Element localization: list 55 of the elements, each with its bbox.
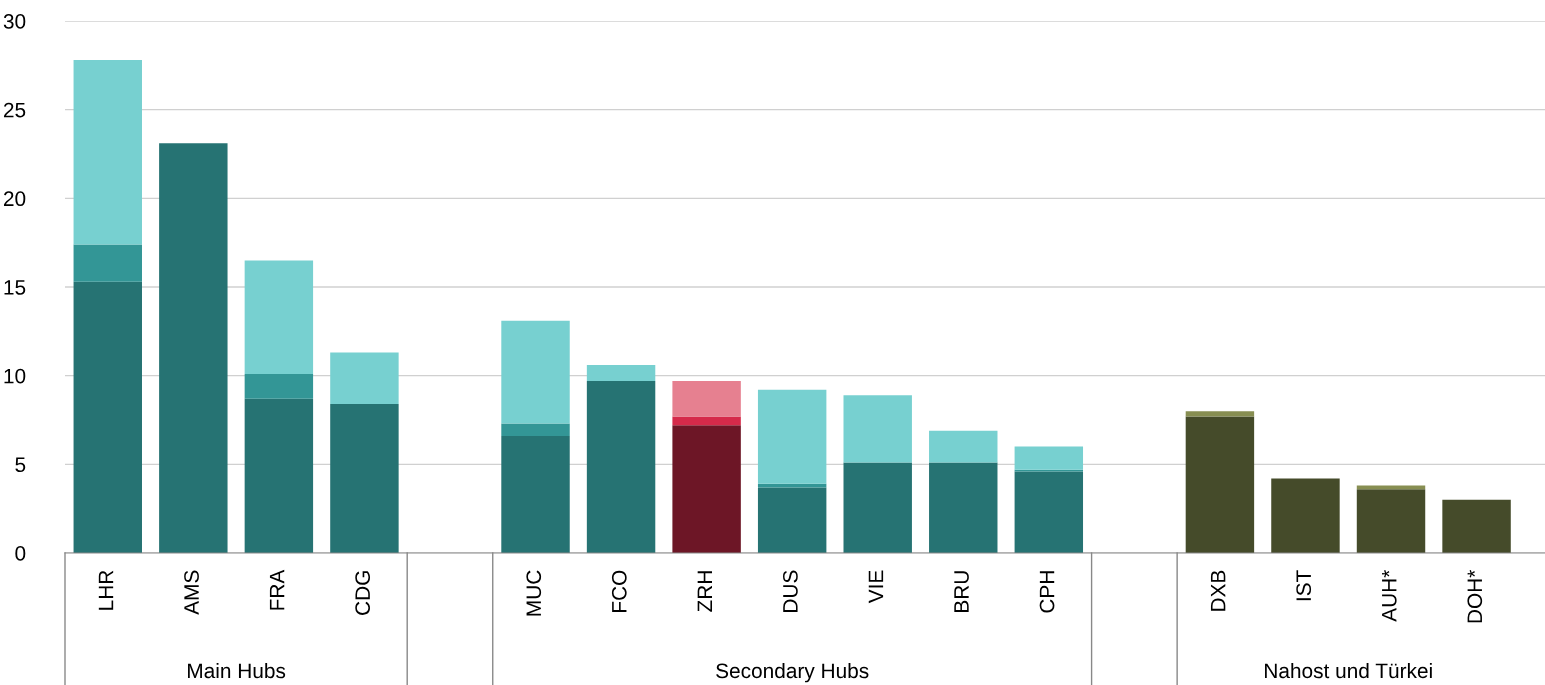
x-tick-label: VIE	[868, 570, 884, 604]
x-tick-label: AMS	[184, 570, 199, 615]
x-tick-label: CPH	[1039, 571, 1055, 613]
y-tick-label: 30	[3, 14, 26, 29]
y-tick-label: 20	[3, 191, 26, 207]
x-tick-label: FCO	[611, 570, 627, 612]
bar	[843, 462, 912, 553]
bar	[843, 395, 912, 463]
x-tick-label: MUC	[526, 570, 542, 616]
bar	[244, 260, 314, 374]
bar	[244, 373, 314, 399]
bar	[159, 143, 228, 553]
x-tick-label: DXB	[1210, 570, 1226, 611]
bar	[929, 462, 998, 553]
bar	[1185, 411, 1255, 417]
bar	[929, 430, 998, 463]
y-tick-label: 25	[3, 102, 26, 118]
bar	[501, 435, 570, 553]
bar	[501, 320, 570, 424]
bar	[73, 60, 142, 245]
y-tick-label: 0	[15, 546, 26, 561]
bar	[586, 365, 656, 381]
bar	[1185, 416, 1255, 553]
bar	[244, 398, 314, 553]
x-tick-label: FRA	[269, 569, 285, 610]
text: Nahost und Türkei	[1265, 662, 1432, 679]
bar	[330, 404, 399, 553]
bar	[73, 244, 142, 282]
x-tick-label: DUS	[783, 570, 798, 612]
bar	[1014, 471, 1084, 553]
bar	[757, 389, 827, 484]
y-tick-label: 5	[15, 457, 26, 473]
x-tick-label: ZRH	[697, 571, 713, 612]
x-tick-label: BRU	[954, 571, 969, 612]
bar	[672, 425, 741, 553]
bar	[757, 487, 827, 553]
bar	[330, 352, 399, 405]
text: Main Hubs	[188, 662, 286, 679]
bar	[672, 380, 741, 417]
y-tick-label: 10	[4, 368, 26, 384]
bar	[1356, 489, 1426, 553]
bar	[501, 423, 570, 436]
text: Secondary Hubs	[716, 662, 869, 683]
bar	[1014, 446, 1084, 470]
x-tick-label: DOH*	[1467, 569, 1483, 623]
x-tick-label: IST	[1296, 570, 1312, 601]
x-tick-label: CDG	[355, 571, 371, 615]
bar	[73, 281, 142, 553]
bar	[672, 416, 741, 426]
y-tick-label: 15	[4, 280, 26, 295]
bar	[1271, 478, 1340, 553]
x-tick-label: AUH*	[1382, 569, 1397, 622]
bar	[1442, 499, 1511, 553]
x-tick-label: LHR	[98, 570, 114, 610]
bar	[586, 380, 656, 553]
